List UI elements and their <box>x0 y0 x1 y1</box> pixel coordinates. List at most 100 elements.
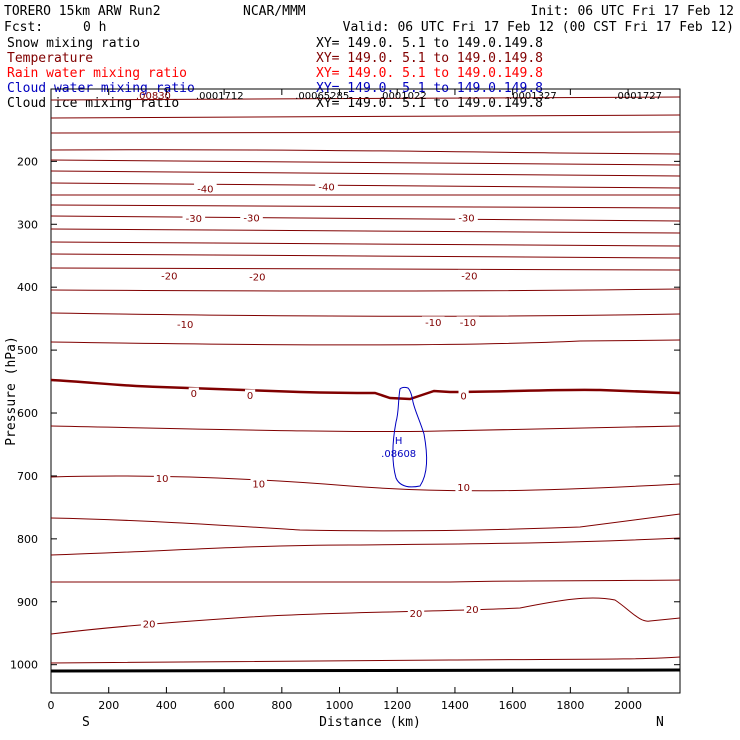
contour-label-bg <box>407 607 425 619</box>
legend-xy-rain: XY= 149.0. 5.1 to 149.0.149.8 <box>316 66 543 81</box>
temperature-contour-labels: -40 -40 -30 -30 -30 -20 -20 -20 -10 -10 -10 0 0 0 10 10… <box>140 181 481 630</box>
isotherm-line <box>50 241 681 247</box>
contour-label-bg <box>188 387 199 399</box>
y-tick-label: 400 <box>17 281 38 294</box>
y-tick-label: 300 <box>17 218 38 231</box>
isotherm-line <box>50 537 681 556</box>
contour-label-bg <box>455 211 478 223</box>
temperature-contour-label: 20 <box>143 619 156 630</box>
temperature-contour-label: -30 <box>243 213 259 224</box>
plot-frame <box>50 88 681 694</box>
legend-xy-snow: XY= 149.0. 5.1 to 149.0.149.8 <box>316 36 543 51</box>
legend-xy-cloud-ice: XY= 149.0. 5.1 to 149.0.149.8 <box>316 96 543 111</box>
x-tick-label: 800 <box>271 699 292 712</box>
top-value-label: 0001022 <box>382 91 427 102</box>
y-tick-label: 700 <box>17 470 38 483</box>
temperature-contour-label: 0 <box>247 391 253 402</box>
contour-label-bg <box>250 478 267 490</box>
temperature-contour-label: -10 <box>425 318 441 329</box>
init-time: Init: 06 UTC Fri 17 Feb 12 <box>531 4 735 19</box>
isotherm-line <box>50 253 681 259</box>
isotherm-line <box>50 475 681 492</box>
isotherm-line <box>50 131 681 134</box>
temperature-contour-label: 0 <box>460 392 466 403</box>
cloud-water-contour <box>392 386 428 488</box>
temperature-contour-label: -10 <box>460 318 476 329</box>
temperature-contour-label: -20 <box>249 273 265 284</box>
y-tick-label: 1000 <box>10 659 38 672</box>
y-tick-label: 500 <box>17 344 38 357</box>
contour-label-bg <box>244 389 256 401</box>
x-tick-label: 0 <box>48 699 55 712</box>
south-label: S <box>82 715 90 730</box>
isotherm-line <box>50 149 681 155</box>
temperature-contour-label: -20 <box>161 271 177 282</box>
x-tick-label: 200 <box>98 699 119 712</box>
isotherm-line <box>50 182 681 189</box>
legend-name-snow: Snow mixing ratio <box>7 36 140 51</box>
contour-label-bg <box>140 617 158 629</box>
org-label: NCAR/MMM <box>243 4 306 19</box>
isotherm-line <box>50 215 681 222</box>
x-tick-label: 1600 <box>499 699 527 712</box>
top-value-label: .00065285 <box>295 91 349 102</box>
x-tick-label: 1000 <box>326 699 354 712</box>
y-tick-label: 600 <box>17 407 38 420</box>
temperature-contour-label: 20 <box>410 609 423 620</box>
top-value-label: .0001727 <box>614 91 662 102</box>
legend-xy-temperature: XY= 149.0. 5.1 to 149.0.149.8 <box>316 51 543 66</box>
contour-label-bg <box>464 603 481 615</box>
isotherm-line <box>50 159 681 166</box>
surface-line <box>50 668 681 673</box>
x-tick-label: 400 <box>156 699 177 712</box>
top-value-label: .00830 <box>136 91 171 102</box>
contour-label-bg <box>194 183 217 195</box>
temperature-contours <box>50 96 681 664</box>
contour-label-bg <box>455 481 472 493</box>
temperature-contour-label: -30 <box>458 213 474 224</box>
isotherm-line <box>50 312 681 317</box>
temperature-contour-label: -20 <box>461 271 477 282</box>
contour-label-bg <box>422 316 445 328</box>
contour-label-bg <box>456 316 480 328</box>
isotherm-line <box>50 170 681 177</box>
contour-label-bg <box>182 212 206 224</box>
freezing-level-contour <box>50 378 681 401</box>
x-tick-label: 1200 <box>383 699 411 712</box>
top-value-labels: .00830 .0001712 .00065285 0001022 .0001327 .0… <box>136 91 662 102</box>
isotherm-line <box>50 288 681 292</box>
isotherm-line <box>50 339 681 346</box>
isotherm-line <box>50 267 681 271</box>
valid-time: Valid: 06 UTC Fri 17 Feb 12 (00 CST Fri … <box>343 20 734 35</box>
contour-label-bg <box>246 271 269 283</box>
contour-label-bg <box>458 269 481 281</box>
legend-name-temperature: Temperature <box>7 51 93 66</box>
forecast-label: Fcst: <box>4 20 43 35</box>
temperature-contour-label: 10 <box>156 474 169 485</box>
temperature-contour-label: -40 <box>318 183 334 194</box>
temperature-contour-label: -40 <box>197 185 213 196</box>
isotherm-line <box>50 204 681 209</box>
isotherm-line <box>50 579 681 583</box>
contour-label-bg <box>458 390 469 402</box>
temperature-contour-label: 20 <box>466 605 479 616</box>
x-tick-label: 1800 <box>556 699 584 712</box>
model-title: TORERO 15km ARW Run2 <box>4 4 161 19</box>
temperature-contour-label: 10 <box>457 483 470 494</box>
temperature-contour-label: 0 <box>191 389 197 400</box>
x-tick-label: 2000 <box>614 699 642 712</box>
contour-label-bg <box>153 472 171 484</box>
legend-name-rain: Rain water mixing ratio <box>7 66 187 81</box>
isotherm-line <box>50 96 681 101</box>
isotherm-line <box>50 425 681 433</box>
isotherm-line <box>50 513 681 532</box>
y-axis-title: Pressure (hPa) <box>4 336 19 446</box>
cloud-water-max-value: .08608 <box>381 449 416 460</box>
y-tick-label: 900 <box>17 596 38 609</box>
x-axis-title: Distance (km) <box>319 715 421 730</box>
cloud-water-max-marker: H <box>395 436 403 447</box>
temperature-contour-label: -30 <box>186 214 202 225</box>
isotherm-line <box>50 656 681 664</box>
